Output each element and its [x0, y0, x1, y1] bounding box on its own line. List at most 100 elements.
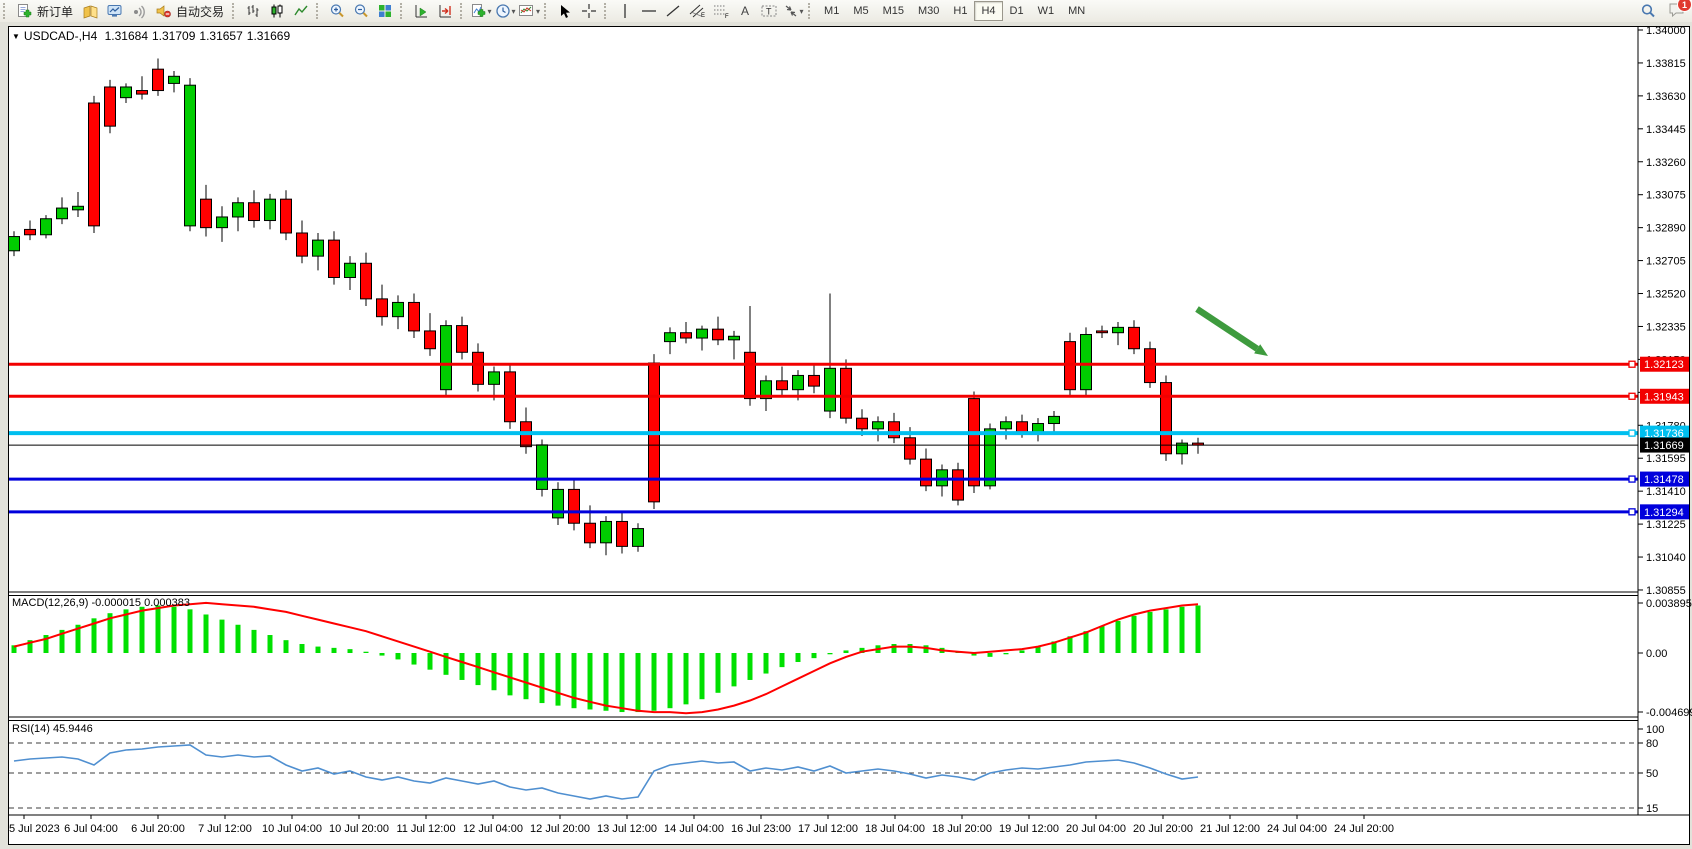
candle-body — [312, 239, 324, 257]
dropdown-caret-icon: ▾ — [511, 6, 516, 16]
hline-price-1.31736-handle[interactable] — [1628, 429, 1636, 437]
timeframe-M5[interactable]: M5 — [853, 5, 869, 17]
arrows-tool-button[interactable]: ▾ — [781, 1, 805, 21]
macd-histogram-bar — [1003, 653, 1009, 655]
chat-button[interactable]: 1 — [1668, 0, 1692, 21]
price-tick-label: 1.32335 — [1646, 321, 1686, 333]
zoom-out-button[interactable] — [349, 1, 373, 21]
macd-histogram-bar — [555, 653, 561, 706]
indicators-button[interactable]: ▾ — [469, 1, 493, 21]
bar-chart-icon — [245, 3, 261, 19]
auto-scroll-button[interactable] — [409, 1, 433, 21]
time-axis-label: 6 Jul 04:00 — [64, 823, 118, 835]
macd-histogram-bar — [651, 653, 657, 711]
timeframe-M30[interactable]: M30 — [918, 5, 940, 17]
horizontal-line-tool-button[interactable] — [637, 1, 661, 21]
templates-button[interactable]: ▾ — [517, 1, 541, 21]
auto-trading-button[interactable]: 自动交易 — [150, 1, 229, 21]
hline-price-1.31478-handle[interactable] — [1628, 475, 1636, 483]
hline-price-1.31294-box[interactable] — [1640, 504, 1689, 520]
candle-body — [488, 371, 500, 385]
crosshair-tool-button[interactable] — [577, 1, 601, 21]
macd-histogram-bar — [1195, 605, 1201, 653]
hline-price-1.31943-label: 1.31943 — [1644, 391, 1684, 403]
annotation-arrow[interactable] — [1195, 306, 1259, 352]
macd-histogram-bar — [1035, 646, 1041, 653]
rsi-tick-label: 50 — [1646, 768, 1658, 780]
candle-body — [424, 330, 436, 350]
bar-chart-button[interactable] — [241, 1, 265, 21]
hline-price-1.31478-box[interactable] — [1640, 471, 1689, 487]
cursor-tool-button[interactable] — [553, 1, 577, 21]
candle-body — [8, 236, 20, 252]
timeframe-H4[interactable]: H4 — [974, 1, 1003, 21]
timeframe-H1[interactable]: H1 — [953, 5, 968, 17]
macd-histogram-bar — [667, 653, 673, 709]
macd-histogram-bar — [11, 645, 17, 653]
time-axis-label: 24 Jul 20:00 — [1334, 823, 1394, 835]
annotation-arrow-head[interactable] — [1254, 344, 1268, 356]
time-axis-label: 18 Jul 20:00 — [932, 823, 992, 835]
tile-windows-button[interactable] — [373, 1, 397, 21]
chart-canvas[interactable]: 1.34000 1.33815 1.33630 1.33445 1.33260 1.330… — [0, 22, 1692, 849]
macd-histogram-bar — [779, 653, 785, 668]
macd-histogram-bar — [75, 624, 81, 653]
macd-histogram-bar — [107, 613, 113, 653]
candle-body — [872, 421, 884, 430]
hline-price-1.31294-handle[interactable] — [1628, 508, 1636, 516]
toolbar-grip — [604, 3, 610, 19]
zoom-in-button[interactable] — [325, 1, 349, 21]
new-order-icon — [17, 3, 33, 19]
candle-body — [1112, 326, 1124, 334]
chart-shift-button[interactable] — [433, 1, 457, 21]
macd-histogram-bar — [459, 653, 465, 680]
chart-shift-icon — [437, 3, 453, 19]
timeframe-MN[interactable]: MN — [1068, 5, 1086, 17]
new-order-button[interactable]: 新订单 — [12, 1, 78, 21]
chart-frame — [8, 26, 1690, 845]
market-watch-button[interactable] — [78, 1, 102, 21]
timeframe-M15[interactable]: M15 — [882, 5, 905, 17]
text-tool-button[interactable]: A — [733, 1, 757, 21]
macd-histogram-bar — [987, 653, 993, 657]
candle-body — [920, 458, 932, 487]
candle-body — [88, 102, 100, 227]
channel-tool-button[interactable]: E — [685, 1, 709, 21]
signal-button[interactable] — [126, 1, 150, 21]
hline-price-1.31943-box[interactable] — [1640, 388, 1689, 404]
candle-body — [616, 520, 628, 547]
time-axis-label: 17 Jul 12:00 — [798, 823, 858, 835]
trendline-tool-button[interactable] — [661, 1, 685, 21]
candle-body — [392, 301, 404, 318]
dropdown-caret-icon: ▾ — [536, 6, 541, 16]
macd-histogram-bar — [379, 653, 385, 656]
candle-body — [824, 367, 836, 412]
tile-windows-icon — [377, 3, 393, 19]
line-chart-button[interactable] — [289, 1, 313, 21]
price-tick-label: 1.34000 — [1646, 25, 1686, 37]
price-tick-label: 1.33445 — [1646, 124, 1686, 136]
timeframe-D1[interactable]: D1 — [1009, 5, 1024, 17]
macd-histogram-bar — [155, 605, 161, 653]
periods-button[interactable]: ▾ — [493, 1, 517, 21]
fibonacci-tool-button[interactable]: F — [709, 1, 733, 21]
search-button[interactable] — [1636, 1, 1660, 21]
hline-price-1.31943-handle[interactable] — [1628, 392, 1636, 400]
macd-histogram-bar — [411, 653, 417, 665]
candle-body — [120, 86, 132, 99]
terminal-button[interactable] — [102, 1, 126, 21]
equidistant-channel-icon: E — [688, 3, 706, 19]
hline-price-1.32123-box[interactable] — [1640, 356, 1689, 372]
timeframe-M1[interactable]: M1 — [824, 5, 840, 17]
text-label-tool-button[interactable]: T — [757, 1, 781, 21]
candlestick-chart-button[interactable] — [265, 1, 289, 21]
toolbar-grip — [808, 3, 814, 19]
macd-histogram-bar — [235, 624, 241, 653]
vertical-line-tool-button[interactable] — [613, 1, 637, 21]
macd-histogram-bar — [347, 649, 353, 653]
hline-price-1.31736-box[interactable] — [1640, 425, 1689, 441]
hline-price-1.32123-handle[interactable] — [1628, 360, 1636, 368]
candle-body — [1080, 333, 1092, 391]
toolbar-grip — [3, 3, 9, 19]
timeframe-W1[interactable]: W1 — [1037, 5, 1055, 17]
